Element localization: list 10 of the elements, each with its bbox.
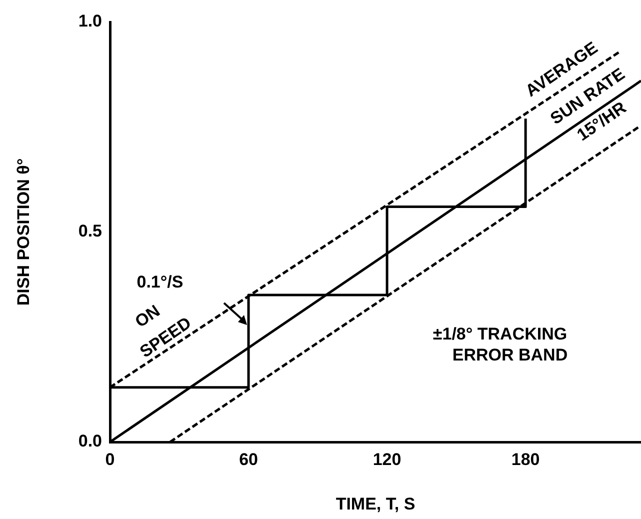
annotation: ±1/8° TRACKING ERROR BAND xyxy=(432,324,568,365)
y-tick-label: 1.0 xyxy=(78,12,102,31)
x-tick-label: 60 xyxy=(239,450,258,469)
x-tick-label: 120 xyxy=(372,450,402,469)
y-tick-label: 0.5 xyxy=(78,222,102,241)
y-axis-title: DISH POSITION θ° xyxy=(14,158,33,306)
x-axis-title: TIME, T, S xyxy=(336,494,416,514)
x-tick-label: 180 xyxy=(511,450,540,469)
y-tick-label: 0.0 xyxy=(78,432,102,451)
x-tick-label: 0 xyxy=(105,450,115,469)
